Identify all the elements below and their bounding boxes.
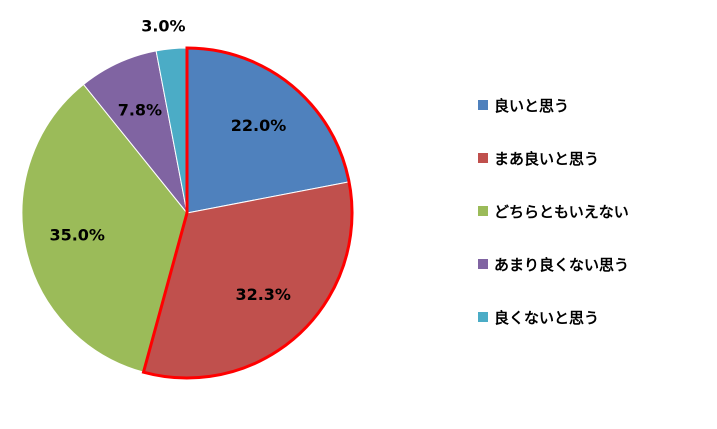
legend-label: どちらともいえない — [494, 202, 629, 221]
legend-swatch — [478, 100, 488, 110]
legend-label: 良くないと思う — [494, 308, 600, 327]
data-label: 35.0% — [49, 225, 105, 244]
legend-item: 良くないと思う — [478, 304, 629, 330]
legend-swatch — [478, 312, 488, 322]
legend-swatch — [478, 259, 488, 269]
legend-label: 良いと思う — [494, 96, 570, 115]
legend-label: あまり良くない思う — [494, 255, 630, 274]
legend-swatch — [478, 153, 488, 163]
data-label: 22.0% — [231, 116, 287, 135]
legend-item: まあ良いと思う — [478, 145, 629, 171]
pie-slice — [21, 83, 188, 373]
legend-item: どちらともいえない — [478, 198, 629, 224]
data-label: 32.3% — [235, 285, 291, 304]
legend-item: 良いと思う — [478, 92, 629, 118]
highlight-outline — [141, 46, 354, 380]
legend-swatch — [478, 206, 488, 216]
legend-label: まあ良いと思う — [494, 149, 600, 168]
legend-item: あまり良くない思う — [478, 251, 629, 277]
data-label: 3.0% — [141, 16, 185, 35]
legend: 良いと思うまあ良いと思うどちらともいえない あまり良くない思う 良くないと思う — [478, 92, 629, 357]
data-label: 7.8% — [118, 101, 162, 120]
